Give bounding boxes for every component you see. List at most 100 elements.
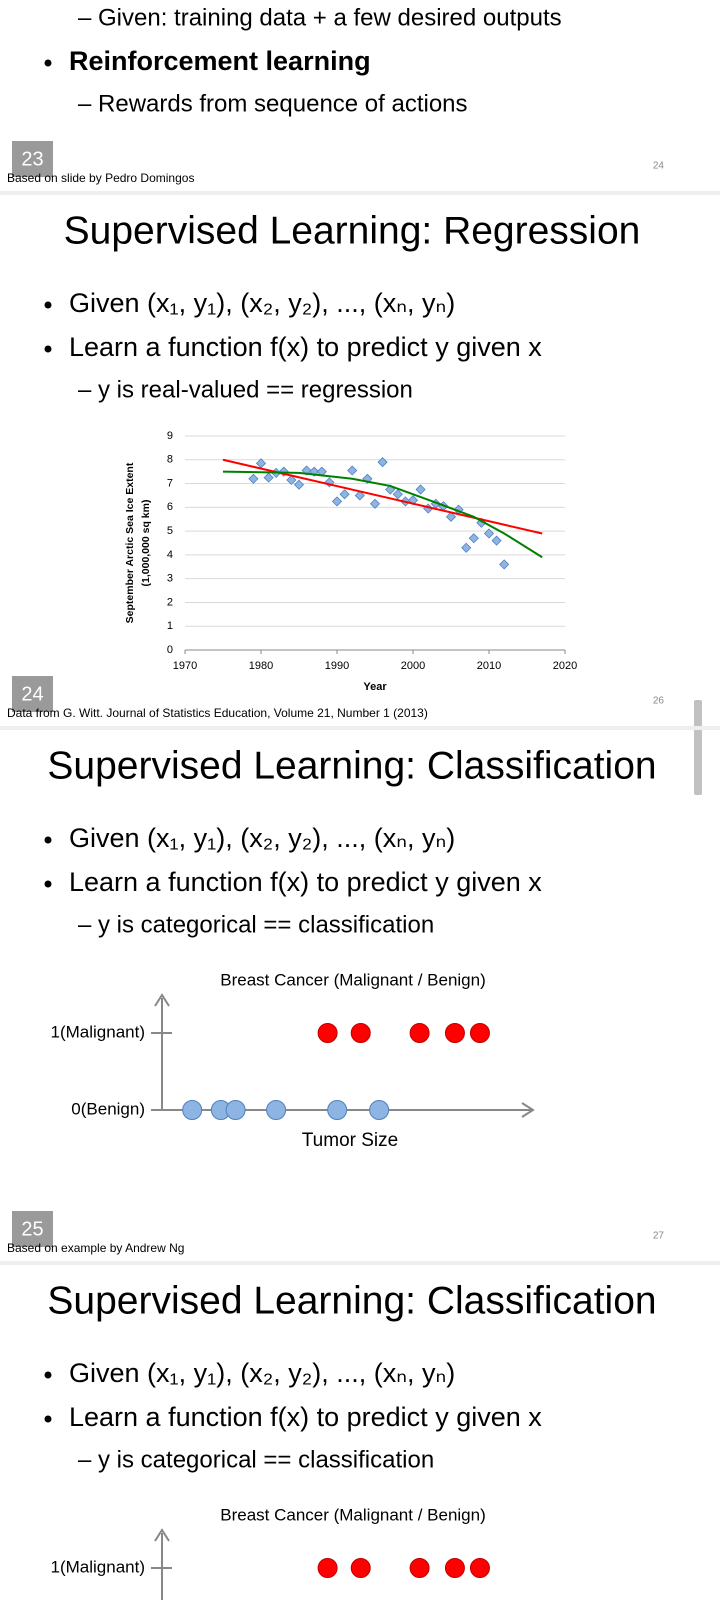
data-point <box>409 1558 430 1578</box>
data-point <box>317 1558 338 1578</box>
data-point <box>347 465 358 476</box>
y-arrow <box>154 1528 170 1542</box>
x-axis-label: Tumor Size <box>302 1130 398 1151</box>
slide-badge <box>12 141 53 177</box>
slide-footer: Based on slide by Pedro Domingos <box>7 171 194 185</box>
data-point <box>377 457 388 468</box>
bullet-dot <box>44 1415 52 1423</box>
bullet-dot <box>44 345 52 353</box>
data-point <box>301 465 312 476</box>
chart-title: Breast Cancer (Malignant / Benign) <box>220 970 486 989</box>
bullet-text: Given (x₁, y₁), (x₂, y₂), ..., (xₙ, yₙ) <box>69 288 455 318</box>
slide-title: Supervised Learning: Classification <box>47 1279 656 1322</box>
slide-number: 24 <box>21 683 43 705</box>
data-point <box>491 535 502 546</box>
bullet-text: – y is categorical == classification <box>78 911 434 938</box>
y-tick-label: 9 <box>167 430 173 442</box>
x-tick-label: 1980 <box>249 660 273 672</box>
data-point <box>327 1100 348 1120</box>
y-arrow <box>154 993 170 1007</box>
data-point <box>469 1558 490 1578</box>
slide-number: 25 <box>21 1218 43 1240</box>
bullet-text: Reinforcement learning <box>69 46 371 76</box>
bullet-text: Given (x₁, y₁), (x₂, y₂), ..., (xₙ, yₙ) <box>69 823 455 853</box>
data-point <box>339 489 350 500</box>
bullet-text: – y is real-valued == regression <box>78 376 413 403</box>
data-point <box>354 490 365 501</box>
data-point <box>225 1100 246 1120</box>
data-point <box>415 484 426 495</box>
y-tick-label: 5 <box>167 525 173 537</box>
data-point <box>293 479 305 490</box>
scrollbar[interactable] <box>694 700 702 795</box>
bullet-dot <box>44 836 52 844</box>
data-point <box>317 1023 338 1043</box>
y-tick-label: 1(Malignant) <box>51 1022 146 1041</box>
x-tick-label: 2020 <box>553 660 577 672</box>
data-point <box>483 528 495 539</box>
y-tick-label: 1(Malignant) <box>51 1557 146 1576</box>
y-axis-label: September Arctic Sea Ice Extent <box>124 462 136 623</box>
y-tick-label: 8 <box>167 454 173 466</box>
page-number: 24 <box>653 161 665 172</box>
x-tick-label: 2010 <box>477 660 501 672</box>
bullet-text: Learn a function f(x) to predict y given… <box>69 332 542 362</box>
slide-separator <box>0 726 720 730</box>
fit-line <box>222 470 543 559</box>
data-point <box>263 472 274 483</box>
slide-separator <box>0 1261 720 1265</box>
bullet-text: – Rewards from sequence of actions <box>78 90 468 117</box>
y-tick-label: 7 <box>167 477 173 489</box>
slide-title: Supervised Learning: Regression <box>64 209 641 252</box>
data-point <box>499 559 510 570</box>
x-tick-label: 1970 <box>173 660 197 672</box>
bullet-dot <box>44 1371 52 1379</box>
data-point <box>469 1023 490 1043</box>
data-point <box>461 542 472 553</box>
data-point <box>369 1100 390 1120</box>
data-point <box>369 498 381 509</box>
slide-footer: Based on example by Andrew Ng <box>7 1241 184 1255</box>
y-tick-label: 3 <box>167 573 173 585</box>
slide-badge <box>12 676 53 712</box>
data-point <box>392 489 403 500</box>
y-axis-label: (1,000,000 sq km) <box>140 500 152 587</box>
data-point <box>444 1558 465 1578</box>
bullet-dot <box>44 59 52 67</box>
data-point <box>248 473 259 484</box>
bullet-dot <box>44 880 52 888</box>
data-point <box>266 1100 287 1120</box>
x-arrow <box>521 1102 535 1118</box>
data-point <box>324 477 335 488</box>
slide-title: Supervised Learning: Classification <box>47 744 656 787</box>
data-point <box>444 1023 465 1043</box>
page-number: 27 <box>653 1231 665 1242</box>
bullet-dot <box>44 301 52 309</box>
bullet-text: – y is categorical == classification <box>78 1446 434 1473</box>
x-tick-label: 1990 <box>325 660 349 672</box>
data-point <box>409 1023 430 1043</box>
data-point <box>286 474 297 486</box>
x-axis-label: Year <box>363 681 387 693</box>
y-tick-label: 0(Benign) <box>71 1099 145 1118</box>
bullet-text: Given (x₁, y₁), (x₂, y₂), ..., (xₙ, yₙ) <box>69 1358 455 1388</box>
data-point <box>445 511 457 522</box>
page-number: 26 <box>653 696 665 707</box>
data-point <box>468 533 479 544</box>
slide-number: 23 <box>21 148 43 170</box>
bullet-text: Learn a function f(x) to predict y given… <box>69 1402 542 1432</box>
y-tick-label: 2 <box>167 596 173 608</box>
data-point <box>309 466 320 477</box>
y-tick-label: 6 <box>167 501 173 513</box>
data-point <box>350 1558 371 1578</box>
slide-separator <box>0 191 720 195</box>
slide-footer: Data from G. Witt. Journal of Statistics… <box>7 706 428 720</box>
slide-badge <box>12 1211 53 1247</box>
data-point <box>182 1100 203 1120</box>
y-tick-label: 1 <box>167 620 173 632</box>
bullet-text: – Given: training data + a few desired o… <box>78 4 562 31</box>
chart-title: Breast Cancer (Malignant / Benign) <box>220 1505 486 1524</box>
